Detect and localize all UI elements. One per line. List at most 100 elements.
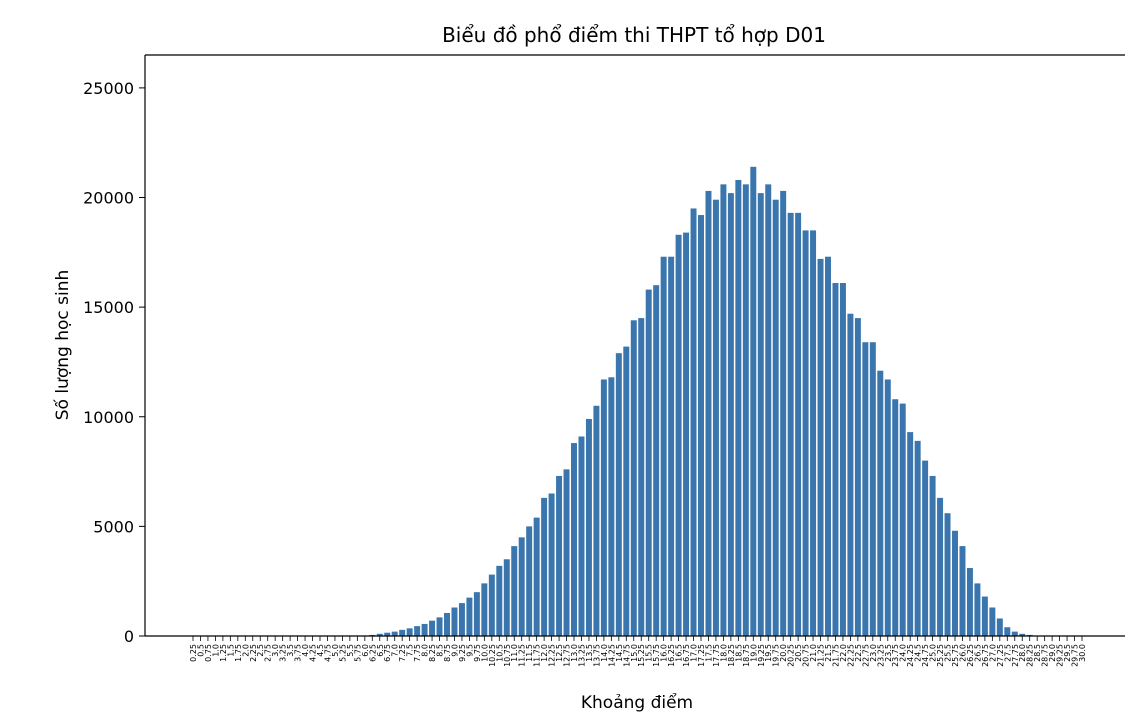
bar-24.75 bbox=[922, 460, 929, 636]
x-tick-label: 5.25 bbox=[338, 644, 347, 662]
x-tick-label: 24.5 bbox=[914, 644, 923, 662]
y-axis: 0 5000 10000 15000 20000 25000 bbox=[83, 79, 145, 646]
x-tick-label: 13.0 bbox=[570, 644, 579, 662]
x-tick-label: 2.5 bbox=[256, 644, 265, 657]
bar-27.25 bbox=[996, 618, 1003, 636]
x-tick-label: 12.5 bbox=[555, 644, 564, 662]
x-tick-label: 17.5 bbox=[704, 644, 713, 662]
bar-26.25 bbox=[966, 568, 973, 636]
bar-8.5 bbox=[436, 617, 443, 636]
x-tick-label: 20.0 bbox=[779, 644, 788, 662]
bar-17.5 bbox=[705, 190, 712, 636]
bar-16.25 bbox=[668, 256, 675, 636]
x-tick-label: 2.0 bbox=[241, 644, 250, 657]
y-tick-label: 10000 bbox=[83, 408, 134, 427]
x-tick-label: 0.5 bbox=[196, 644, 205, 657]
bar-7.25 bbox=[399, 629, 406, 636]
x-tick-label: 21.5 bbox=[824, 644, 833, 662]
x-tick-label: 9.5 bbox=[465, 644, 474, 657]
x-tick-label: 15.0 bbox=[630, 644, 639, 662]
bar-10.25 bbox=[488, 574, 495, 636]
x-tick-label: 29.25 bbox=[1056, 644, 1065, 667]
bar-16.0 bbox=[660, 256, 667, 636]
bar-9.75 bbox=[473, 592, 480, 636]
x-tick-label: 24.25 bbox=[906, 644, 915, 667]
x-tick-label: 3.5 bbox=[286, 644, 295, 657]
y-tick-label: 25000 bbox=[83, 79, 134, 98]
bar-7.75 bbox=[414, 626, 421, 636]
x-tick-label: 14.25 bbox=[607, 644, 616, 667]
bar-25.0 bbox=[929, 475, 936, 636]
bar-13.0 bbox=[571, 443, 577, 636]
y-tick-label: 20000 bbox=[83, 189, 134, 208]
y-tick-label: 5000 bbox=[93, 517, 134, 536]
x-tick-label: 15.75 bbox=[652, 644, 661, 667]
bar-21.0 bbox=[810, 230, 817, 636]
y-tick-label: 0 bbox=[124, 627, 134, 646]
bar-14.75 bbox=[623, 346, 630, 636]
bar-9.5 bbox=[466, 597, 473, 636]
x-tick-label: 7.5 bbox=[406, 644, 415, 657]
x-tick-label: 5.0 bbox=[331, 644, 340, 657]
x-tick-label: 30.0 bbox=[1078, 644, 1087, 662]
x-tick-label: 8.0 bbox=[421, 644, 430, 657]
x-tick-label: 25.0 bbox=[929, 644, 938, 662]
bar-20.75 bbox=[802, 230, 809, 636]
x-tick-label: 18.75 bbox=[742, 644, 751, 667]
x-tick-label: 13.75 bbox=[592, 644, 601, 667]
x-tick-label: 1.0 bbox=[211, 644, 220, 657]
bar-10.75 bbox=[503, 559, 510, 636]
bar-16.75 bbox=[683, 232, 690, 636]
bar-28.0 bbox=[1019, 633, 1026, 636]
bar-12.25 bbox=[548, 493, 555, 636]
bar-18.25 bbox=[727, 193, 734, 636]
x-tick-label: 25.5 bbox=[944, 644, 953, 662]
x-tick-label: 11.0 bbox=[510, 644, 519, 662]
x-tick-label: 19.75 bbox=[772, 644, 781, 667]
x-axis-label: Khoảng điểm bbox=[581, 692, 693, 713]
x-tick-label: 20.75 bbox=[802, 644, 811, 667]
x-tick-label: 29.5 bbox=[1063, 644, 1072, 662]
x-tick-label: 16.75 bbox=[682, 644, 691, 667]
x-tick-label: 25.25 bbox=[936, 644, 945, 667]
bar-25.25 bbox=[937, 497, 944, 636]
x-tick-label: 18.5 bbox=[734, 644, 743, 662]
x-tick-label: 9.0 bbox=[450, 644, 459, 657]
x-tick-label: 22.0 bbox=[839, 644, 848, 662]
x-tick-label: 6.0 bbox=[361, 644, 370, 657]
x-tick-label: 19.25 bbox=[757, 644, 766, 667]
bar-7.5 bbox=[406, 628, 413, 636]
x-tick-label: 7.25 bbox=[398, 644, 407, 662]
x-tick-label: 17.75 bbox=[712, 644, 721, 667]
x-tick-label: 11.5 bbox=[525, 644, 534, 662]
x-tick-label: 24.0 bbox=[899, 644, 908, 662]
x-tick-label: 27.75 bbox=[1011, 644, 1020, 667]
x-tick-label: 20.5 bbox=[794, 644, 803, 662]
x-tick-label: 7.0 bbox=[391, 644, 400, 657]
x-tick-label: 23.75 bbox=[891, 644, 900, 667]
bar-20.25 bbox=[787, 212, 794, 637]
bar-18.0 bbox=[720, 184, 727, 636]
x-tick-label: 1.25 bbox=[219, 644, 228, 662]
bar-19.25 bbox=[757, 193, 764, 636]
x-tick-label: 14.0 bbox=[600, 644, 609, 662]
bar-14.25 bbox=[608, 377, 615, 636]
x-tick-label: 15.25 bbox=[637, 644, 646, 667]
x-tick-label: 11.75 bbox=[533, 644, 542, 667]
bar-11.5 bbox=[526, 526, 533, 636]
bar-17.75 bbox=[712, 199, 719, 636]
bar-24.0 bbox=[899, 403, 906, 636]
bar-11.75 bbox=[533, 517, 540, 636]
x-tick-label: 18.0 bbox=[719, 644, 728, 662]
bar-19.5 bbox=[765, 184, 772, 636]
x-tick-label: 1.75 bbox=[234, 644, 243, 662]
x-tick-label: 19.5 bbox=[764, 644, 773, 662]
bar-11.25 bbox=[518, 537, 525, 636]
x-tick-label: 21.0 bbox=[809, 644, 818, 662]
x-tick-label: 8.75 bbox=[443, 644, 452, 662]
bar-9.25 bbox=[458, 603, 465, 636]
bar-10.0 bbox=[481, 583, 488, 636]
x-tick-label: 29.75 bbox=[1071, 644, 1080, 667]
x-tick-label: 16.5 bbox=[675, 644, 684, 662]
